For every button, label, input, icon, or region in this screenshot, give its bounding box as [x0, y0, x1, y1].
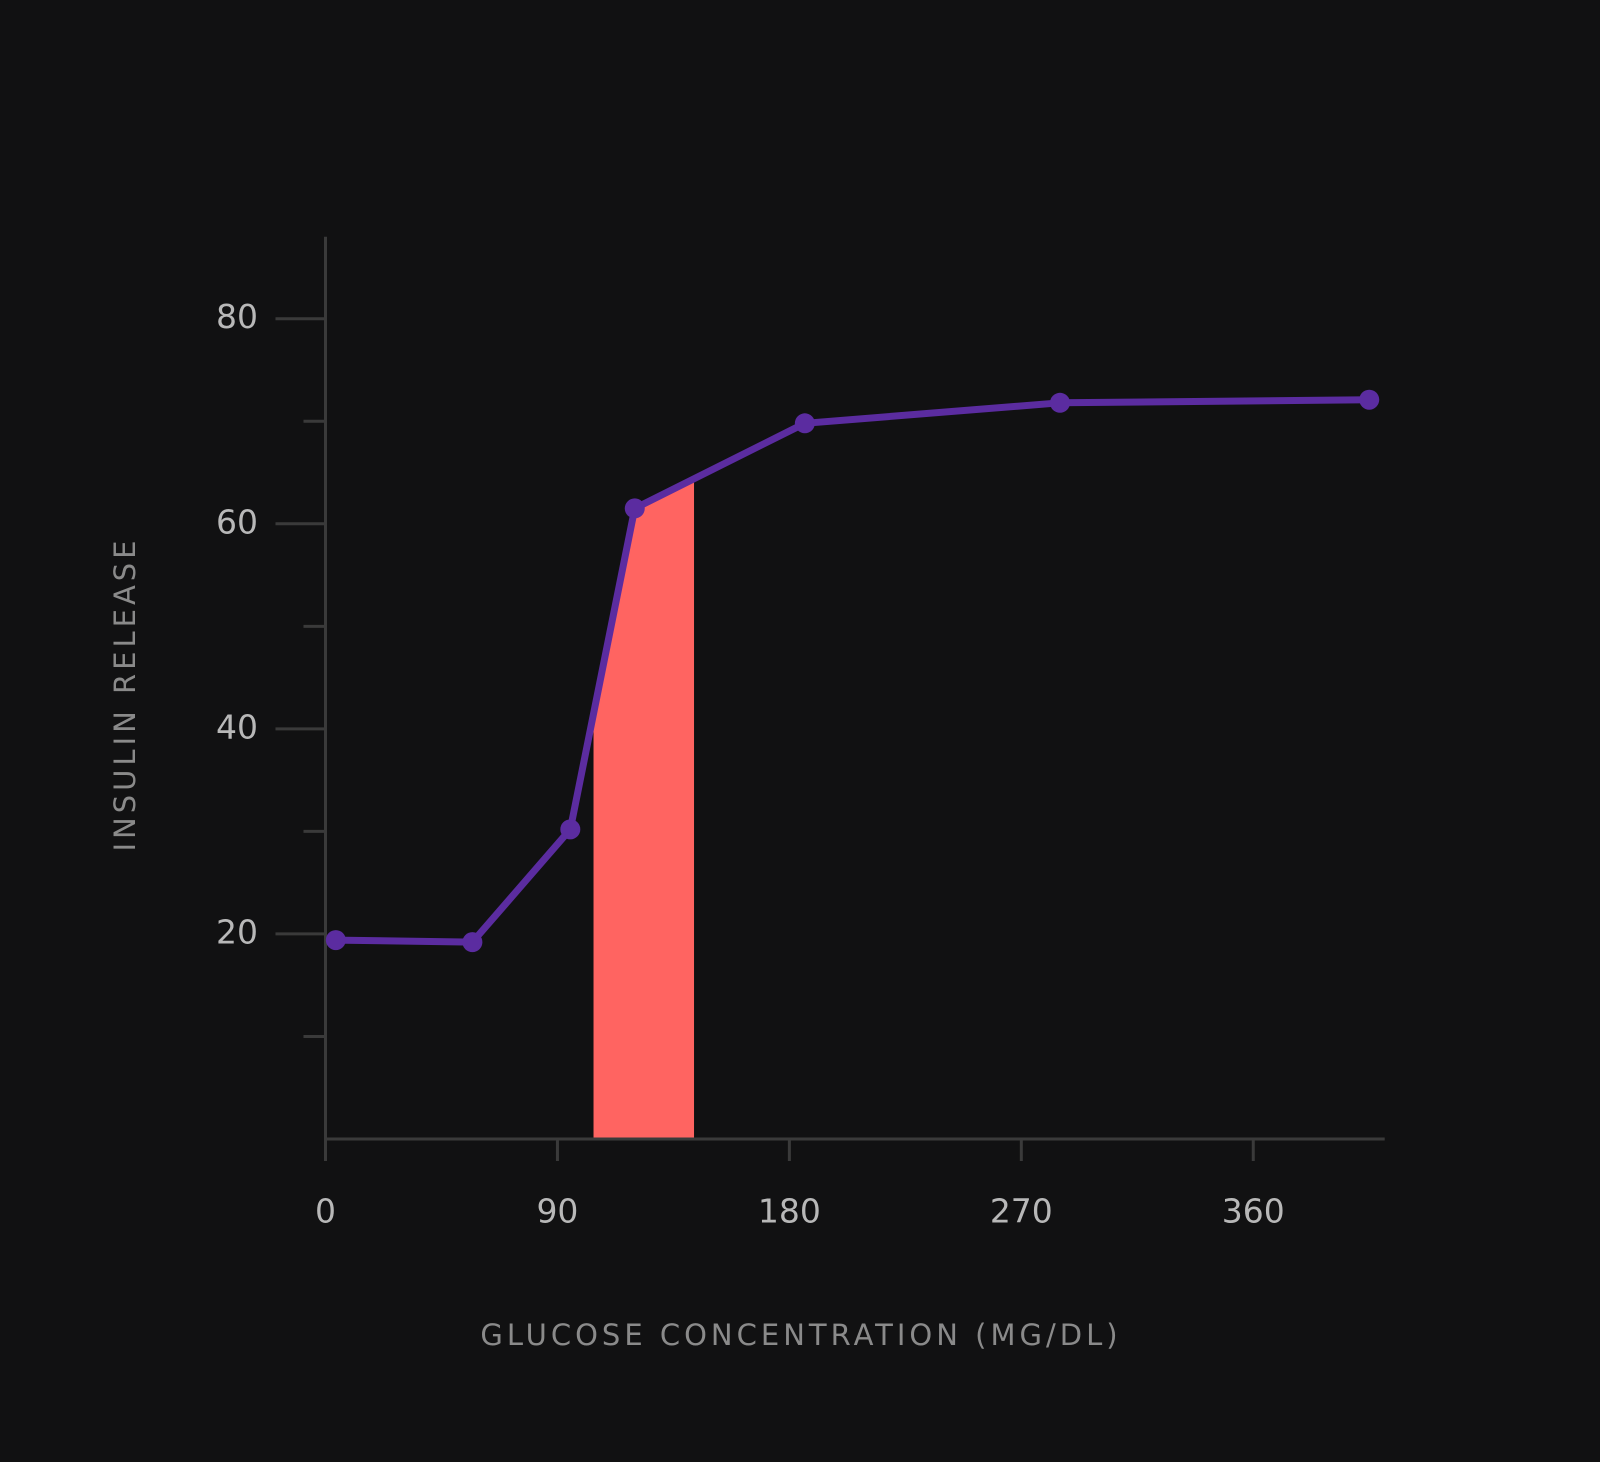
data-point — [560, 819, 581, 840]
y-tick-label: 40 — [216, 707, 258, 746]
data-point — [794, 413, 815, 434]
highlight-region — [593, 478, 695, 1139]
y-axis-title: INSULIN RELEASE — [108, 536, 142, 851]
data-point — [462, 932, 483, 953]
y-tick-label: 20 — [216, 912, 258, 951]
x-tick-label: 270 — [990, 1192, 1053, 1231]
y-tick-label: 80 — [216, 297, 258, 336]
data-point — [325, 930, 346, 951]
x-tick-label: 0 — [315, 1192, 336, 1231]
x-tick-label: 90 — [536, 1192, 578, 1231]
x-axis-title: GLUCOSE CONCENTRATION (MG/DL) — [480, 1318, 1121, 1352]
data-point — [1359, 389, 1380, 410]
data-point — [624, 498, 645, 519]
x-tick-label: 360 — [1222, 1192, 1285, 1231]
x-tick-label: 180 — [758, 1192, 821, 1231]
y-tick-label: 60 — [216, 502, 258, 541]
data-point — [1049, 392, 1070, 413]
